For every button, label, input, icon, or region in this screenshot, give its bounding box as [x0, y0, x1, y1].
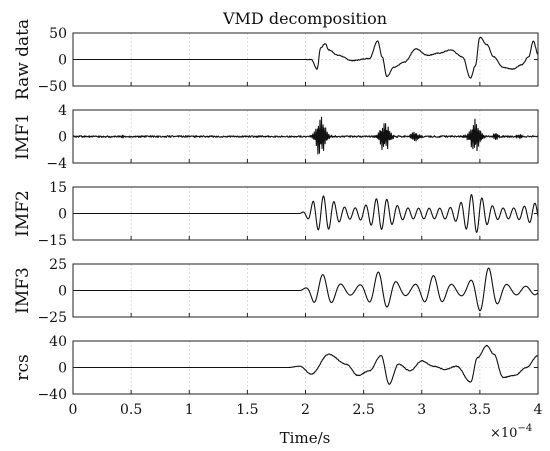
- y-tick-label: −50: [37, 79, 67, 95]
- panel-rcs: −40 0 40 rcs: [13, 334, 539, 403]
- y-axis-label: IMF3: [13, 267, 33, 314]
- y-tick-label: 40: [49, 334, 67, 350]
- x-tick-label: 1.5: [236, 402, 258, 418]
- x-tick-label: 0.5: [120, 402, 142, 418]
- x-tick-label: 4: [534, 402, 543, 418]
- x-tick-label: 3: [417, 402, 426, 418]
- y-tick-label: 0: [58, 284, 67, 300]
- y-axis-label: rcs: [13, 354, 33, 380]
- y-tick-label: −4: [46, 156, 67, 172]
- x-tick-label: 3.5: [469, 402, 491, 418]
- x-tick-label: 1: [185, 402, 194, 418]
- y-tick-label: 0: [58, 207, 67, 223]
- x-axis-exponent-base: ×10: [490, 426, 517, 441]
- y-tick-label: 0: [58, 53, 67, 69]
- series-line-imf1: [72, 116, 539, 155]
- y-axis-label: Raw data: [13, 19, 33, 100]
- panel-imf3: −25 0 25 IMF3: [13, 257, 539, 326]
- x-tick-label: 2.5: [352, 402, 374, 418]
- y-tick-label: 25: [49, 257, 67, 273]
- x-axis-exponent: ×10−4: [490, 423, 532, 441]
- series-line-imf3: [72, 267, 539, 312]
- series-line-raw-data: [72, 36, 539, 79]
- series-line-imf2: [72, 194, 539, 233]
- y-tick-label: 0: [58, 361, 67, 377]
- y-axis-label: IMF2: [13, 190, 33, 237]
- y-axis-label: IMF1: [13, 113, 33, 160]
- panel-raw-data: −50 0 50 Raw data: [13, 19, 539, 100]
- x-axis-ticks: 0 0.5 1 1.5 2 2.5 3 3.5 4: [69, 402, 543, 418]
- y-tick-label: −25: [37, 310, 67, 326]
- x-tick-label: 0: [69, 402, 78, 418]
- x-axis-exponent-power: −4: [517, 423, 532, 434]
- y-tick-label: −15: [37, 233, 67, 249]
- chart-title: VMD decomposition: [222, 9, 387, 28]
- y-tick-label: 50: [49, 26, 67, 42]
- panel-imf2: −15 0 15 IMF2: [13, 180, 539, 249]
- y-tick-label: 0: [58, 130, 67, 146]
- x-axis-label: Time/s: [280, 429, 331, 447]
- y-tick-label: 15: [49, 180, 67, 196]
- panel-imf1: −4 0 4 IMF1: [13, 103, 539, 172]
- y-tick-label: −40: [37, 387, 67, 403]
- x-tick-label: 2: [301, 402, 310, 418]
- y-tick-label: 4: [58, 103, 67, 119]
- series-line-rcs: [72, 344, 539, 385]
